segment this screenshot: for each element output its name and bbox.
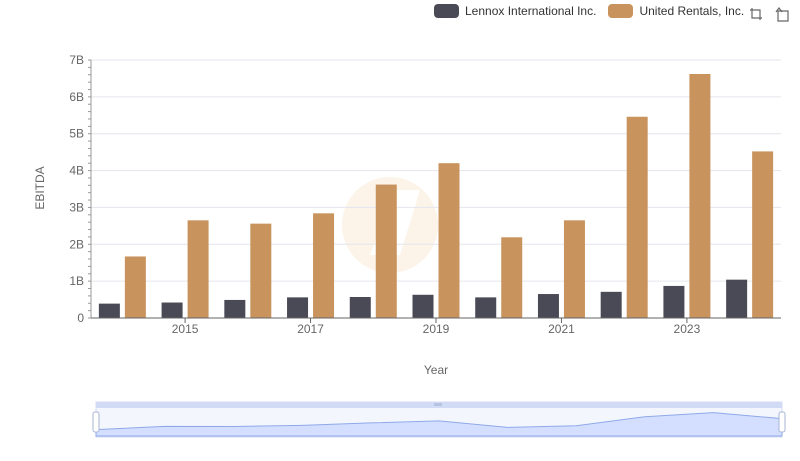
toolbox bbox=[748, 6, 790, 22]
slider-move-handle[interactable] bbox=[434, 403, 442, 406]
bar-lennox-2024[interactable] bbox=[726, 279, 748, 318]
grid-lines bbox=[91, 59, 781, 282]
x-axis: 2015 2017 2019 2021 2023 bbox=[91, 317, 781, 336]
legend-label-united-rentals: United Rentals, Inc. bbox=[639, 4, 745, 18]
bar-lennox-2018[interactable] bbox=[349, 296, 371, 318]
bar-united-rentals-2017[interactable] bbox=[313, 213, 335, 318]
legend-item-lennox[interactable]: Lennox International Inc. bbox=[434, 4, 596, 18]
bar-united-rentals-2023[interactable] bbox=[689, 74, 711, 319]
bar-united-rentals-2015[interactable] bbox=[187, 220, 209, 318]
bar-lennox-2019[interactable] bbox=[412, 294, 434, 318]
slider-handle-left[interactable] bbox=[92, 411, 100, 433]
bar-lennox-2021[interactable] bbox=[537, 294, 559, 318]
legend-swatch-united-rentals bbox=[608, 4, 634, 18]
x-tick-label: 2015 bbox=[172, 322, 199, 336]
y-axis-label: EBITDA bbox=[33, 166, 47, 209]
y-axis: 0 1B 2B 3B 4B 5B 6B 7B bbox=[69, 53, 92, 325]
bar-united-rentals-2024[interactable] bbox=[752, 151, 774, 318]
bar-lennox-2014[interactable] bbox=[98, 303, 120, 318]
bar-united-rentals-2019[interactable] bbox=[438, 163, 460, 318]
legend: Lennox International Inc. United Rentals… bbox=[434, 4, 744, 18]
y-tick-label: 0 bbox=[77, 311, 84, 325]
y-tick-label: 3B bbox=[69, 200, 84, 214]
legend-label-lennox: Lennox International Inc. bbox=[465, 4, 597, 18]
y-tick-label: 1B bbox=[69, 274, 84, 288]
bar-united-rentals-2018[interactable] bbox=[375, 184, 397, 318]
restore-icon[interactable] bbox=[774, 6, 790, 22]
bar-united-rentals-2022[interactable] bbox=[626, 116, 648, 318]
bar-lennox-2017[interactable] bbox=[287, 297, 309, 318]
y-tick-label: 6B bbox=[69, 90, 84, 104]
bar-united-rentals-2021[interactable] bbox=[563, 220, 585, 318]
x-tick-label: 2017 bbox=[297, 322, 324, 336]
bar-lennox-2015[interactable] bbox=[161, 302, 183, 318]
y-tick-label: 7B bbox=[69, 53, 84, 67]
legend-item-united-rentals[interactable]: United Rentals, Inc. bbox=[608, 4, 744, 18]
x-axis-label: Year bbox=[424, 363, 448, 377]
bar-lennox-2016[interactable] bbox=[224, 299, 246, 318]
legend-swatch-lennox bbox=[434, 4, 459, 18]
bar-lennox-2022[interactable] bbox=[600, 291, 622, 318]
bars bbox=[98, 74, 774, 319]
y-tick-label: 5B bbox=[69, 127, 84, 141]
y-tick-label: 4B bbox=[69, 164, 84, 178]
bar-united-rentals-2020[interactable] bbox=[501, 237, 523, 318]
x-tick-label: 2023 bbox=[674, 322, 701, 336]
slider-preview-area bbox=[95, 412, 783, 437]
bar-lennox-2020[interactable] bbox=[475, 297, 497, 318]
x-tick-label: 2021 bbox=[548, 322, 575, 336]
zoom-icon[interactable] bbox=[748, 6, 764, 22]
bar-united-rentals-2016[interactable] bbox=[250, 223, 272, 318]
data-zoom-slider[interactable] bbox=[92, 401, 786, 438]
bar-united-rentals-2014[interactable] bbox=[124, 256, 146, 318]
bar-lennox-2023[interactable] bbox=[663, 285, 685, 318]
x-tick-label: 2019 bbox=[423, 322, 450, 336]
slider-handle-right[interactable] bbox=[778, 411, 786, 433]
y-tick-label: 2B bbox=[69, 237, 84, 251]
